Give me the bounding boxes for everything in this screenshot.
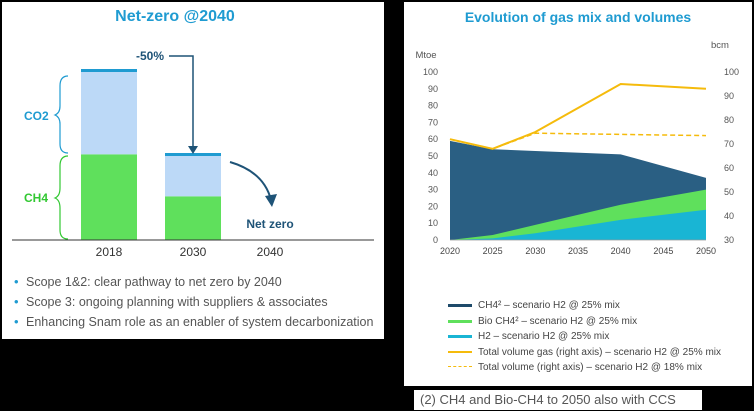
y2-tick-label: 80 [724, 115, 734, 125]
legend-item-total-18: Total volume (right axis) – scenario H2 … [448, 360, 721, 376]
y2-tick-label: 70 [724, 139, 734, 149]
bullet-dot-icon: • [14, 314, 19, 329]
ch4-brace [53, 155, 69, 240]
legend-item-total-25: Total volume gas (right axis) – scenario… [448, 345, 721, 361]
y-tick-label: 20 [428, 201, 438, 211]
y-axis-left-label: Mtoe [415, 50, 436, 61]
co2-brace [53, 75, 69, 154]
net-zero-chart: Net-zero @2040 2018 2030 2040 CO2 CH4 -50%… [12, 8, 374, 259]
gas-mix-panel: Evolution of gas mix and volumes Mtoe bc… [404, 2, 752, 386]
y-tick-label: 70 [428, 117, 438, 127]
legend-item-h2: H2 – scenario H2 @ 25% mix [448, 329, 721, 345]
legend-swatch-bio-ch4 [448, 319, 472, 323]
net-zero-arrow [229, 161, 272, 201]
legend-swatch-total-25 [448, 350, 472, 353]
y-tick-label: 10 [428, 218, 438, 228]
y-tick-label: 30 [428, 185, 438, 195]
caption-panel: (2) CH4 and Bio-CH4 to 2050 also with CC… [414, 390, 702, 410]
y-tick-label: 90 [428, 84, 438, 94]
y-tick-label: 40 [428, 168, 438, 178]
footnote-caption: (2) CH4 and Bio-CH4 to 2050 also with CC… [420, 392, 676, 407]
bullet-dot-icon: • [14, 274, 19, 289]
y2-tick-label: 40 [724, 211, 734, 221]
legend-item-bio-ch4: Bio CH4² – scenario H2 @ 25% mix [448, 314, 721, 330]
y-tick-label: 50 [428, 151, 438, 161]
y-axis-right-label: bcm [711, 40, 729, 51]
x-tick-label: 2020 [440, 246, 460, 256]
x-tick-label: 2030 [525, 246, 545, 256]
y-tick-label: 100 [423, 67, 438, 77]
y-tick-label: 80 [428, 101, 438, 111]
bullet-list: • Scope 1&2: clear pathway to net zero by… [12, 272, 373, 332]
chart-legend: CH4² – scenario H2 @ 25% mix Bio CH4² – … [448, 298, 721, 376]
y2-tick-label: 30 [724, 235, 734, 245]
legend-swatch-total-18 [448, 366, 472, 367]
net-zero-label: Net zero [246, 217, 293, 231]
ch4-label: CH4 [24, 191, 48, 205]
bar-co2-2030 [165, 156, 221, 197]
bar-co2-2018 [81, 72, 137, 155]
area-series-h2 [450, 209, 706, 240]
x-tick-label: 2018 [96, 245, 123, 259]
y2-tick-label: 100 [724, 67, 739, 77]
co2-label: CO2 [24, 109, 49, 123]
reduction-arrowhead [188, 146, 198, 154]
y2-tick-label: 50 [724, 187, 734, 197]
x-tick-label: 2050 [696, 246, 716, 256]
x-tick-label: 2040 [611, 246, 631, 256]
bar-ch4-2018 [81, 154, 137, 240]
bar-top-cap-2030 [165, 153, 221, 156]
net-zero-title: Net-zero @2040 [115, 8, 235, 25]
legend-item-ch4: CH4² – scenario H2 @ 25% mix [448, 298, 721, 314]
bar-top-cap-2018 [81, 69, 137, 72]
line-series-total-gas-18 [449, 132, 707, 150]
y2-tick-label: 90 [724, 91, 734, 101]
legend-swatch-h2 [448, 335, 472, 338]
net-zero-panel: Net-zero @2040 2018 2030 2040 CO2 CH4 -50%… [2, 2, 384, 339]
x-tick-label: 2035 [568, 246, 588, 256]
reduction-arrow [169, 55, 194, 150]
x-tick-label: 2045 [653, 246, 673, 256]
bullet-item: • Scope 3: ongoing planning with supplier… [12, 292, 373, 312]
legend-swatch-ch4 [448, 304, 472, 307]
line-series-total-gas-25 [449, 82, 707, 150]
bullet-item: • Enhancing Snam role as an enabler of sy… [12, 312, 373, 332]
gas-mix-title: Evolution of gas mix and volumes [465, 9, 692, 25]
x-tick-label: 2040 [257, 245, 284, 259]
net-zero-arrowhead [265, 194, 277, 207]
bullet-dot-icon: • [14, 294, 19, 309]
x-tick-label: 2025 [483, 246, 503, 256]
reduction-label: -50% [136, 49, 164, 63]
y-tick-label: 0 [433, 235, 438, 245]
y-tick-label: 60 [428, 134, 438, 144]
bar-ch4-2030 [165, 196, 221, 240]
bullet-item: • Scope 1&2: clear pathway to net zero by… [12, 272, 373, 292]
x-tick-label: 2030 [180, 245, 207, 259]
gas-mix-chart: Evolution of gas mix and volumes Mtoe bc… [415, 9, 739, 256]
y2-tick-label: 60 [724, 163, 734, 173]
